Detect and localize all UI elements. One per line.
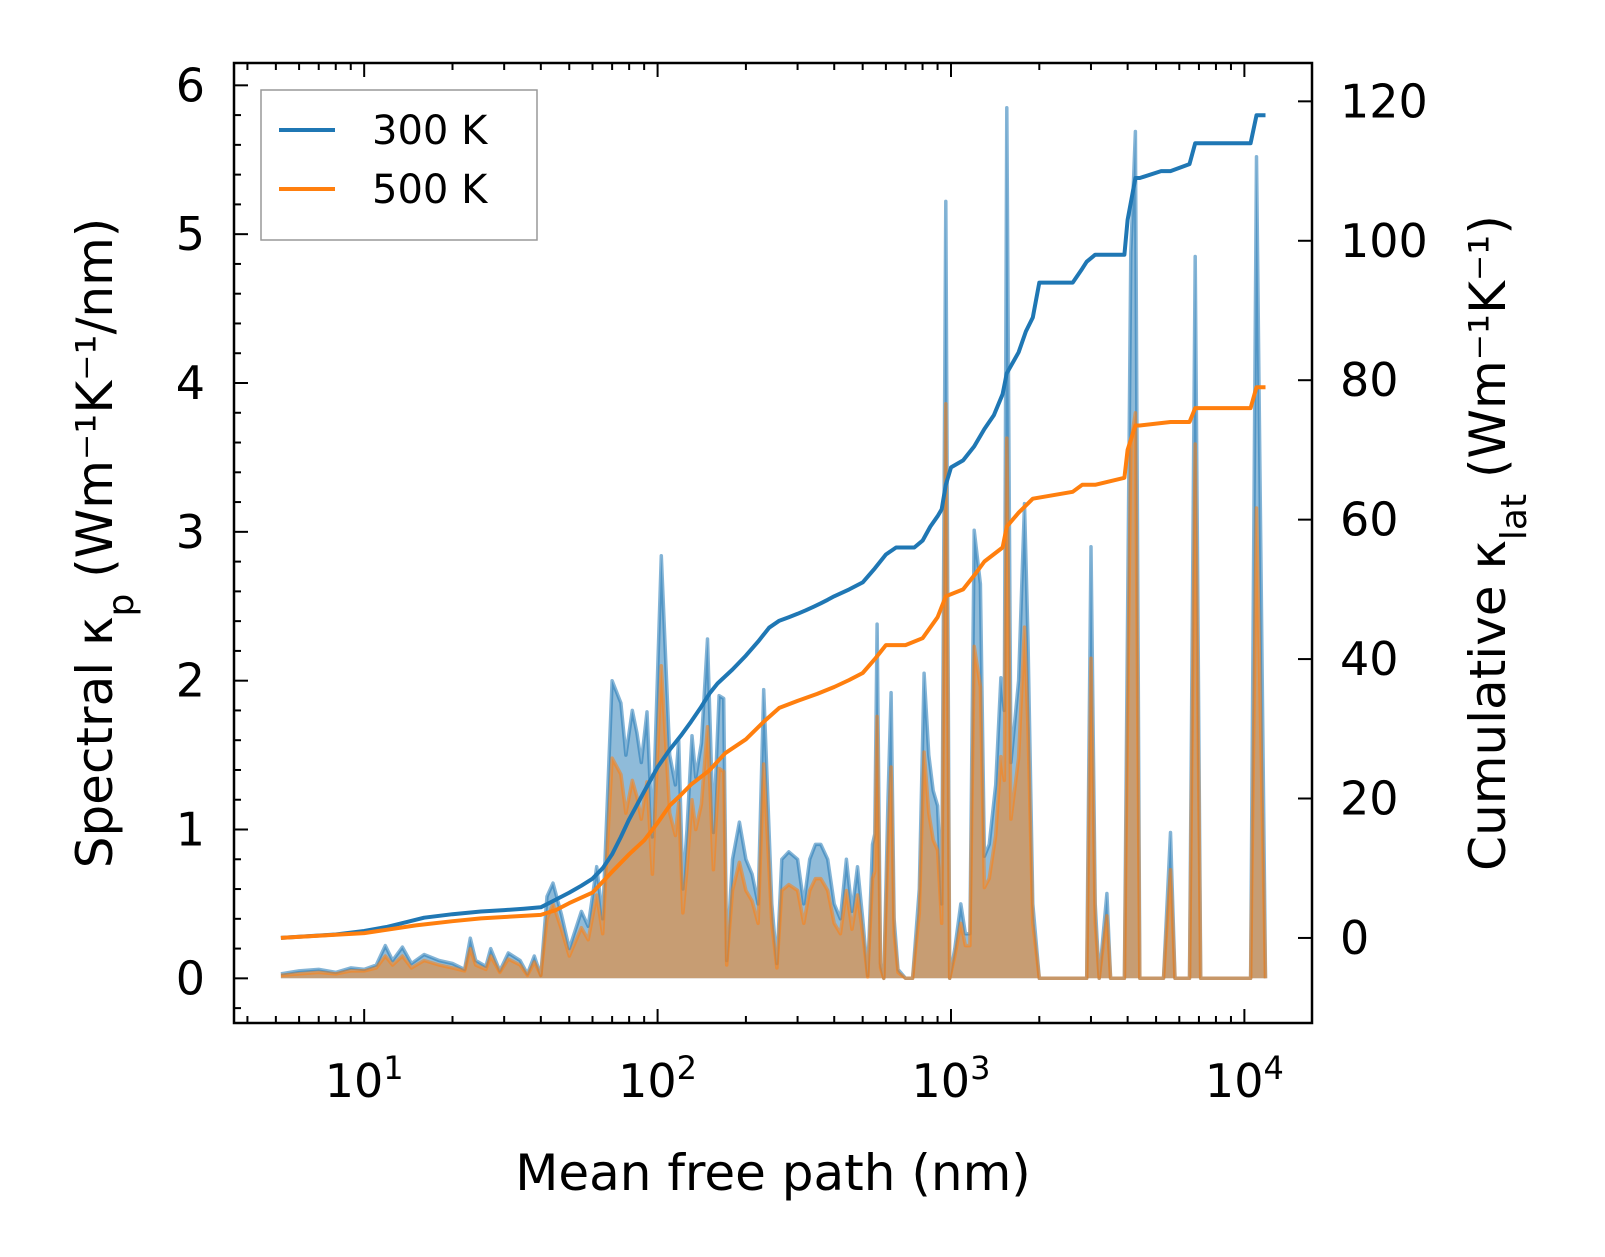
y-left-tick-label: 0 <box>176 951 205 1005</box>
x-tick-exponent: 4 <box>1263 1049 1283 1087</box>
y-axis-label-left: Spectral κp (Wm⁻¹K⁻¹/nm) <box>66 218 142 869</box>
y-right-tick-label: 80 <box>1340 353 1399 407</box>
y-right-tick-label: 0 <box>1340 911 1369 965</box>
x-tick-label: 104 <box>1205 1049 1284 1108</box>
legend-label-500k: 500 K <box>372 167 489 213</box>
x-axis-label: Mean free path (nm) <box>515 1144 1031 1202</box>
y-axis-label-right: Cumulative κlat (Wm⁻¹K⁻¹) <box>1459 215 1535 871</box>
x-tick-base: 10 <box>1205 1054 1264 1108</box>
y-right-units: (Wm⁻¹K⁻¹) <box>1459 215 1517 494</box>
y-left-main: Spectral κ <box>66 617 124 869</box>
y-right-tick-label: 20 <box>1340 772 1399 826</box>
legend: 300 K 500 K <box>260 89 538 241</box>
y-left-sub: p <box>101 594 142 617</box>
x-tick-exponent: 3 <box>970 1049 990 1087</box>
y-right-tick-label: 40 <box>1340 632 1399 686</box>
x-tick-label: 102 <box>618 1049 697 1108</box>
spectral-area-500k <box>280 403 1266 979</box>
y-left-tick-label: 3 <box>176 505 205 559</box>
y-left-tick-label: 4 <box>176 356 205 410</box>
x-tick-exponent: 2 <box>677 1049 697 1087</box>
y-right-main: Cumulative κ <box>1459 540 1517 871</box>
y-left-tick-label: 1 <box>176 803 205 857</box>
spectral-line-500k <box>280 402 1268 981</box>
x-tick-base: 10 <box>912 1054 971 1108</box>
y-right-tick-label: 60 <box>1340 493 1399 547</box>
y-right-tick-label: 120 <box>1340 74 1428 128</box>
y-left-tick-label: 5 <box>176 207 205 261</box>
legend-label-300k: 300 K <box>372 108 489 154</box>
plot-frame <box>232 61 1314 1025</box>
y-left-units: (Wm⁻¹K⁻¹/nm) <box>66 218 124 594</box>
x-tick-exponent: 1 <box>383 1049 403 1087</box>
y-left-tick-label: 6 <box>176 58 205 112</box>
y-right-sub: lat <box>1494 494 1535 540</box>
x-tick-base: 10 <box>618 1054 677 1108</box>
x-tick-label: 101 <box>325 1049 404 1108</box>
y-left-tick-label: 2 <box>176 654 205 708</box>
cumulative-line-300k <box>280 113 1266 940</box>
y-right-tick-label: 100 <box>1340 214 1428 268</box>
x-tick-base: 10 <box>325 1054 384 1108</box>
legend-box <box>260 89 538 241</box>
cumulative-line-500k <box>280 385 1266 940</box>
x-tick-label: 103 <box>912 1049 991 1108</box>
